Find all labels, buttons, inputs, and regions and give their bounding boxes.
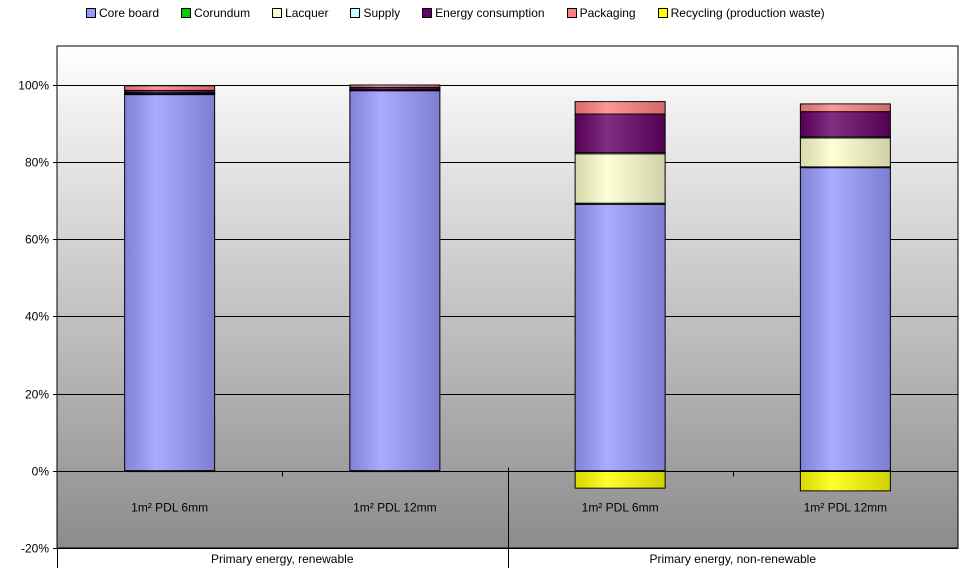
legend-label: Corundum — [194, 6, 251, 20]
group-label: Primary energy, renewable — [211, 552, 354, 566]
bar-shading — [575, 153, 666, 204]
bar-shading — [575, 113, 666, 153]
bar-shading — [800, 137, 891, 167]
legend-item-3: Supply — [350, 4, 400, 22]
legend-label: Energy consumption — [435, 6, 545, 20]
legend-swatch — [422, 8, 433, 18]
bar-shading — [800, 136, 891, 138]
legend-swatch — [566, 8, 577, 18]
y-tick-label: 0% — [32, 465, 50, 479]
bar-shading — [800, 167, 891, 471]
x-category-label: 1m² PDL 12mm — [804, 500, 888, 514]
y-tick-label: 80% — [25, 156, 49, 170]
legend-swatch — [181, 8, 192, 18]
bar-shading — [575, 204, 666, 471]
bar-shading — [124, 94, 215, 471]
legend-label: Core board — [99, 6, 160, 20]
bar-shading — [575, 203, 666, 205]
legend-swatch — [86, 8, 96, 18]
y-tick-label: 60% — [25, 233, 49, 247]
legend-item-0: Core board — [86, 4, 159, 22]
bar-shading — [575, 470, 666, 489]
bar-shading — [800, 111, 891, 137]
bar-shading — [349, 90, 440, 471]
legend-item-5: Packaging — [566, 4, 636, 22]
legend-label: Supply — [363, 6, 401, 20]
legend-item-6: Recycling (production waste) — [657, 4, 825, 22]
legend-label: Packaging — [579, 6, 636, 20]
group-label: Primary energy, non-renewable — [649, 552, 816, 566]
bar-shading — [349, 85, 440, 88]
legend-swatch — [272, 8, 283, 18]
legend-swatch — [350, 8, 361, 18]
legend: Core board Corundum Lacquer Supply Energy co… — [86, 4, 961, 22]
x-category-label: 1m² PDL 12mm — [353, 500, 437, 514]
legend-label: Lacquer — [285, 6, 329, 20]
bar-shading — [800, 470, 891, 491]
legend-item-1: Corundum — [181, 4, 250, 22]
bar-shading — [349, 87, 440, 90]
x-category-label: 1m² PDL 6mm — [131, 500, 208, 514]
y-tick-label: -20% — [21, 542, 49, 556]
legend-swatch — [657, 8, 668, 18]
bar-shading — [124, 85, 215, 91]
y-tick-label: 100% — [18, 79, 49, 93]
legend-label: Recycling (production waste) — [670, 6, 825, 20]
legend-item-2: Lacquer — [272, 4, 328, 22]
legend-item-4: Energy consumption — [422, 4, 545, 22]
bar-shading — [124, 90, 215, 93]
bar-shading — [800, 103, 891, 112]
y-tick-label: 20% — [25, 388, 49, 402]
bar-shading — [575, 101, 666, 114]
y-tick-label: 40% — [25, 310, 49, 324]
x-category-label: 1m² PDL 6mm — [582, 500, 659, 514]
bar-shading — [575, 152, 666, 154]
